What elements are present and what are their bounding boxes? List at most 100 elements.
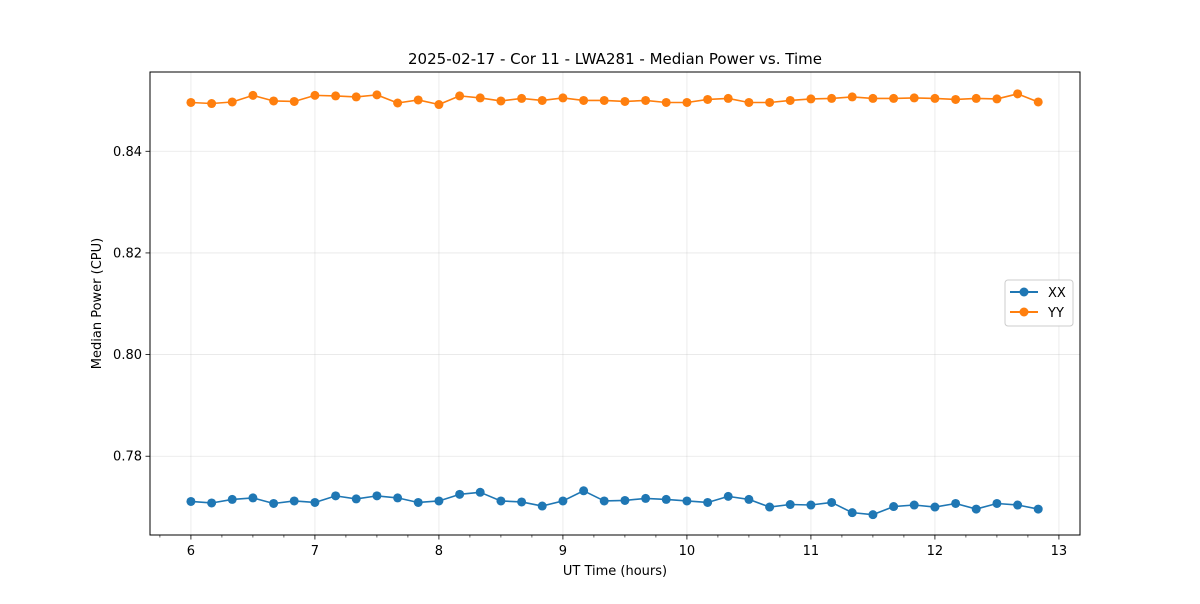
series-yy xyxy=(186,89,1043,110)
series-xx xyxy=(186,486,1043,520)
data-point-xx xyxy=(641,493,651,503)
data-point-yy xyxy=(579,95,589,105)
x-tick-label: 8 xyxy=(435,544,443,559)
data-point-xx xyxy=(682,496,692,506)
data-point-yy xyxy=(992,94,1002,104)
data-point-xx xyxy=(207,498,217,508)
data-point-xx xyxy=(909,500,919,510)
data-point-yy xyxy=(703,94,713,104)
x-tick-label: 13 xyxy=(1051,544,1068,559)
data-point-yy xyxy=(475,93,485,103)
data-point-xx xyxy=(475,487,485,497)
y-axis-label: Median Power (CPU) xyxy=(90,238,105,369)
data-point-yy xyxy=(269,96,279,106)
data-point-yy xyxy=(930,93,940,103)
data-point-yy xyxy=(765,97,775,107)
legend-marker-yy xyxy=(1019,307,1029,317)
data-point-yy xyxy=(723,93,733,103)
series-layer xyxy=(186,89,1043,520)
legend-marker-xx xyxy=(1019,287,1029,297)
y-tick-label: 0.84 xyxy=(113,145,142,160)
data-point-yy xyxy=(827,93,837,103)
data-point-xx xyxy=(971,504,981,514)
data-point-xx xyxy=(310,497,320,507)
data-point-yy xyxy=(785,95,795,105)
data-point-xx xyxy=(558,496,568,506)
data-point-xx xyxy=(227,494,237,504)
data-point-xx xyxy=(331,491,341,501)
data-point-xx xyxy=(868,510,878,520)
data-point-xx xyxy=(269,498,279,508)
data-point-yy xyxy=(310,90,320,100)
data-point-xx xyxy=(393,493,403,503)
data-point-xx xyxy=(951,498,961,508)
data-point-yy xyxy=(331,91,341,101)
data-point-yy xyxy=(434,100,444,110)
data-point-xx xyxy=(1033,504,1043,514)
x-tick-label: 7 xyxy=(311,544,319,559)
data-point-xx xyxy=(248,493,258,503)
data-point-yy xyxy=(413,95,423,105)
axis-ticks: 6 7 8 9 10 11 12 13 0.78 0.80 0.82 0.84 xyxy=(113,145,1067,559)
x-tick-label: 12 xyxy=(927,544,944,559)
data-point-xx xyxy=(413,497,423,507)
x-tick-label: 9 xyxy=(559,544,567,559)
data-point-yy xyxy=(868,93,878,103)
x-tick-label: 10 xyxy=(679,544,696,559)
data-point-xx xyxy=(351,494,361,504)
data-point-yy xyxy=(951,94,961,104)
legend: XX YY xyxy=(1004,279,1074,327)
data-point-xx xyxy=(186,496,196,506)
data-point-yy xyxy=(1033,97,1043,107)
grid-layer xyxy=(150,72,1080,535)
data-point-yy xyxy=(558,93,568,103)
data-point-yy xyxy=(971,93,981,103)
plot-area-frame xyxy=(149,71,1081,536)
data-point-xx xyxy=(827,497,837,507)
data-point-yy xyxy=(620,96,630,106)
data-point-xx xyxy=(847,508,857,518)
data-point-yy xyxy=(1013,89,1023,99)
data-point-yy xyxy=(517,93,527,103)
data-point-xx xyxy=(537,501,547,511)
data-point-xx xyxy=(785,500,795,510)
legend-label-xx: XX xyxy=(1048,286,1066,301)
data-point-xx xyxy=(434,496,444,506)
chart-title: 2025-02-17 - Cor 11 - LWA281 - Median Po… xyxy=(408,50,822,68)
data-point-xx xyxy=(765,502,775,512)
data-point-yy xyxy=(661,97,671,107)
data-point-yy xyxy=(186,97,196,107)
data-point-xx xyxy=(599,496,609,506)
data-point-xx xyxy=(930,502,940,512)
data-point-xx xyxy=(517,497,527,507)
data-point-xx xyxy=(992,498,1002,508)
data-point-xx xyxy=(496,496,506,506)
x-tick-label: 11 xyxy=(803,544,820,559)
data-point-xx xyxy=(620,495,630,505)
x-axis-label: UT Time (hours) xyxy=(563,564,667,579)
data-point-xx xyxy=(703,497,713,507)
data-point-yy xyxy=(455,91,465,101)
data-point-xx xyxy=(289,496,299,506)
data-point-xx xyxy=(1013,500,1023,510)
data-point-yy xyxy=(847,92,857,102)
data-point-yy xyxy=(682,97,692,107)
data-point-yy xyxy=(248,90,258,100)
data-point-xx xyxy=(455,489,465,499)
data-point-xx xyxy=(889,502,899,512)
data-point-yy xyxy=(207,99,217,109)
data-point-yy xyxy=(393,98,403,108)
data-point-yy xyxy=(641,95,651,105)
data-point-xx xyxy=(723,491,733,501)
x-tick-label: 6 xyxy=(187,544,195,559)
data-point-xx xyxy=(806,500,816,510)
data-point-yy xyxy=(537,95,547,105)
data-point-xx xyxy=(661,494,671,504)
data-point-yy xyxy=(372,90,382,100)
y-tick-label: 0.80 xyxy=(113,348,142,363)
data-point-yy xyxy=(496,96,506,106)
legend-label-yy: YY xyxy=(1047,306,1064,321)
data-point-yy xyxy=(889,93,899,103)
